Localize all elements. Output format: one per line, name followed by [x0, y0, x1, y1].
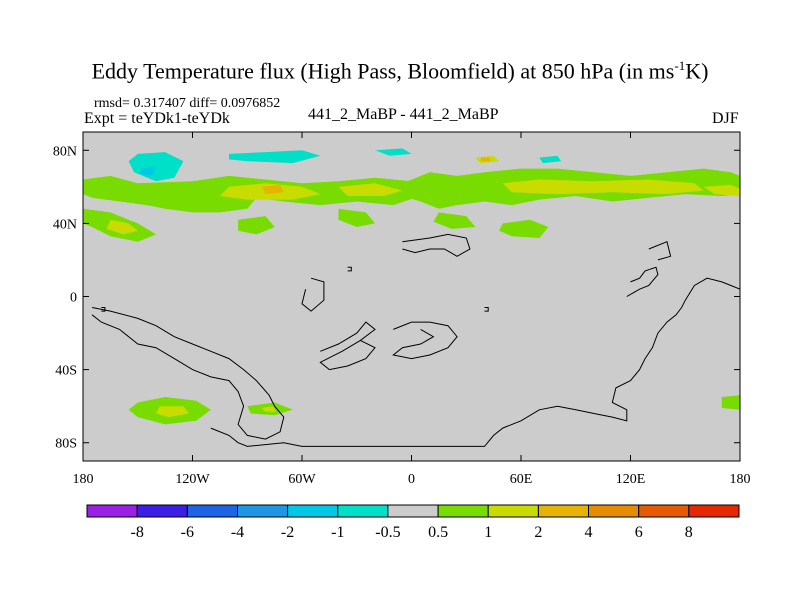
- colorbar-label: 4: [585, 524, 593, 541]
- colorbar-box: [136, 504, 188, 518]
- colorbar-label: -1: [331, 524, 344, 541]
- contour-region-nh-max-west: [261, 185, 284, 195]
- contour-region-nh-core-mid: [338, 183, 403, 196]
- case-label: 441_2_MaBP - 441_2_MaBP: [308, 106, 499, 123]
- contour-region-sh-storm-east-core: [261, 406, 277, 412]
- y-tick-label: 80N: [53, 144, 77, 159]
- plot-area: [83, 132, 740, 461]
- expt-label: Expt = teYDk1-teYDk: [84, 110, 230, 127]
- land-outline-island-north: [402, 233, 471, 257]
- colorbar-label: -4: [231, 524, 244, 541]
- colorbar-box: [86, 504, 138, 518]
- contour-region-nh-core-east: [502, 179, 704, 195]
- colorbar-label: 0.5: [428, 524, 448, 541]
- stats-label: rmsd= 0.317407 diff= 0.0976852: [94, 96, 281, 111]
- contour-region-arctic-neg-b: [229, 150, 321, 164]
- colorbar-label: 6: [635, 524, 643, 541]
- colorbar-label: 2: [534, 524, 542, 541]
- land-outline-island-west: [301, 277, 325, 312]
- chart-title: Eddy Temperature flux (High Pass, Bloomf…: [91, 58, 709, 84]
- land-outline-swirl-a: [319, 321, 376, 371]
- x-tick-label: 60W: [288, 472, 316, 487]
- y-tick-label: 40N: [53, 217, 77, 232]
- land-outline-swirl-b: [392, 321, 458, 360]
- axes: 180 120W 60W 0 60E 120E 180 80N 40N 0 40S 80S: [53, 131, 751, 487]
- y-tick-label: 0: [70, 291, 77, 306]
- contour-region-nh-lobe-a: [338, 208, 375, 227]
- colorbar-label: -0.5: [375, 524, 400, 541]
- land-outline-island-east-b: [648, 241, 672, 261]
- land-outline-dot-a: [347, 266, 352, 272]
- x-tick-label: 180: [730, 472, 751, 487]
- land-outline-south-america-outline: [91, 307, 285, 440]
- colorbar-box: [287, 504, 339, 518]
- colorbar-label: -8: [131, 524, 144, 541]
- colorbar-label: 1: [484, 524, 492, 541]
- colorbar-box: [537, 504, 590, 518]
- contour-region-nh-core-far-east: [703, 185, 740, 196]
- contour-region-sh-far-east: [721, 395, 740, 410]
- land-outline-dot-c: [484, 307, 489, 312]
- colorbar-box: [237, 504, 289, 518]
- x-tick-label: 0: [408, 472, 415, 487]
- season-label: DJF: [712, 110, 739, 127]
- colorbar: -8 -6 -4 -2 -1 -0.5 0.5 1 2 4 6 8: [86, 504, 740, 541]
- colorbar-box: [688, 504, 740, 518]
- contour-region-nh-core-lobe: [106, 219, 138, 235]
- colorbar-label: -6: [181, 524, 194, 541]
- colorbar-box: [638, 504, 690, 518]
- colorbar-box: [186, 504, 239, 518]
- contour-region-sh-storm-core: [156, 406, 189, 418]
- x-tick-label: 120E: [616, 472, 646, 487]
- contour-region-nh-lobe-mid: [238, 216, 275, 235]
- land-outline-antarctica-outline: [210, 277, 740, 447]
- land-outline-dot-b: [101, 307, 106, 312]
- colorbar-label: 8: [685, 524, 693, 541]
- y-tick-label: 80S: [55, 437, 77, 452]
- x-tick-label: 180: [73, 472, 94, 487]
- contour-region-nh-lobe-east: [499, 219, 549, 238]
- contour-region-arctic-neg-d: [539, 155, 562, 164]
- x-tick-label: 120W: [175, 472, 210, 487]
- contour-region-nh-lobe-b: [433, 212, 476, 229]
- contour-region-nh-max-patch: [480, 157, 490, 162]
- contour-region-arctic-neg-core: [139, 166, 156, 176]
- colorbar-box: [387, 504, 439, 518]
- contour-region-arctic-neg-c: [375, 148, 412, 156]
- colorbar-box: [437, 504, 489, 518]
- x-tick-label: 60E: [510, 472, 533, 487]
- colorbar-box: [337, 504, 389, 518]
- colorbar-box: [588, 504, 640, 518]
- colorbar-label: -2: [281, 524, 294, 541]
- colorbar-box: [487, 504, 539, 518]
- y-tick-label: 40S: [55, 364, 77, 379]
- land-outline-island-east-a: [626, 266, 659, 297]
